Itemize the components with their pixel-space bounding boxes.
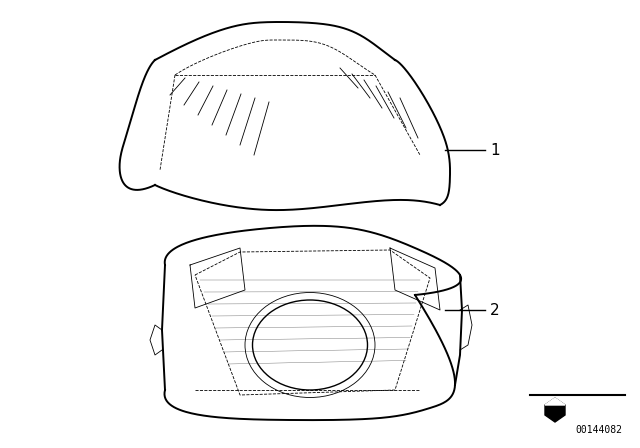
Text: 2: 2	[490, 302, 500, 318]
Text: 00144082: 00144082	[575, 425, 622, 435]
Polygon shape	[545, 398, 565, 405]
Text: 1: 1	[490, 142, 500, 158]
Polygon shape	[545, 398, 565, 422]
